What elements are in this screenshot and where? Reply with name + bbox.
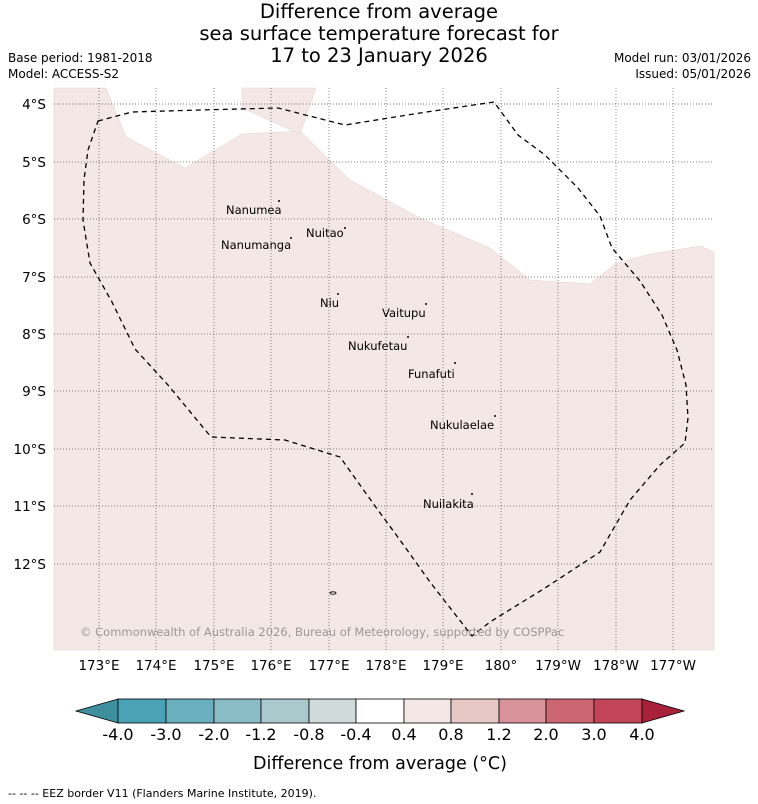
colorbar-segment: [355, 698, 405, 724]
colorbar-segment: [260, 698, 310, 724]
colorbar-tick-label: -0.8: [293, 725, 324, 744]
eez-border: [82, 101, 689, 637]
island-label-niu: Niu: [320, 296, 339, 310]
lon-label: 174°E: [135, 658, 176, 674]
island-label-funafuti: Funafuti: [408, 367, 455, 381]
colorbar-tick-label: -4.0: [102, 725, 133, 744]
colorbar: [74, 698, 686, 724]
colorbar-tick-label: 0.8: [438, 725, 463, 744]
lat-label: 9°S: [22, 384, 46, 400]
island-label-vaitupu: Vaitupu: [382, 306, 426, 320]
lat-label: 12°S: [14, 557, 47, 573]
lon-label: 177°E: [308, 658, 349, 674]
lon-label: 180°: [485, 658, 518, 674]
colorbar-tick-label: 2.0: [533, 725, 558, 744]
lat-label: 7°S: [22, 270, 46, 286]
lat-label: 8°S: [22, 327, 46, 343]
anomaly-region: [53, 87, 715, 651]
lon-label: 178°E: [365, 658, 406, 674]
base-period-label: Base period: 1981-2018: [8, 51, 153, 65]
lon-label: 175°E: [193, 658, 234, 674]
issued-label: Issued: 05/01/2026: [635, 67, 751, 81]
colorbar-segment: [593, 698, 643, 724]
lon-label: 179°E: [422, 658, 463, 674]
colorbar-segment: [308, 698, 357, 724]
colorbar-high-extend: [641, 698, 686, 724]
colorbar-tick-label: 3.0: [581, 725, 606, 744]
lon-label: 178°W: [593, 658, 639, 674]
colorbar-tick-label: 4.0: [629, 725, 654, 744]
title-line-2: sea surface temperature forecast for: [199, 22, 559, 45]
lat-label: 4°S: [22, 97, 46, 113]
island-label-nukufetau: Nukufetau: [348, 339, 407, 353]
eez-footnote: -- -- -- EEZ border V11 (Flanders Marine…: [8, 787, 316, 800]
colorbar-segment: [403, 698, 452, 724]
colorbar-segment: [498, 698, 547, 724]
lon-label: 179°W: [535, 658, 581, 674]
lat-label: 6°S: [22, 212, 46, 228]
lon-label: 177°W: [650, 658, 696, 674]
colorbar-tick-label: -3.0: [150, 725, 181, 744]
lat-label: 10°S: [14, 442, 47, 458]
island-markers: [278, 200, 496, 595]
lon-label: 176°E: [250, 658, 291, 674]
colorbar-tick-label: -0.4: [340, 725, 371, 744]
colorbar-segment: [117, 698, 167, 724]
colorbar-title: Difference from average (°C): [253, 754, 507, 774]
island-label-nukulaelae: Nukulaelae: [430, 418, 494, 432]
colorbar-tick-label: -1.2: [245, 725, 276, 744]
model-run-label: Model run: 03/01/2026: [613, 51, 751, 65]
lat-label: 5°S: [22, 155, 46, 171]
colorbar-tick-label: 0.4: [391, 725, 416, 744]
colorbar-segment: [213, 698, 262, 724]
model-label: Model: ACCESS-S2: [8, 67, 120, 81]
colorbar-tick-label: -2.0: [198, 725, 229, 744]
island-label-nanumanga: Nanumanga: [221, 238, 291, 252]
lon-label: 173°E: [78, 658, 119, 674]
island-label-nuilakita: Nuilakita: [423, 497, 474, 511]
title-line-1: Difference from average: [259, 0, 499, 23]
island-label-nuitao: Nuitao: [306, 226, 344, 240]
gridlines: [54, 88, 714, 650]
colorbar-low-extend: [74, 698, 119, 724]
colorbar-segment: [545, 698, 595, 724]
anomaly-region-top: [241, 87, 317, 135]
copyright-text: © Commonwealth of Australia 2026, Bureau…: [80, 625, 564, 639]
colorbar-segment: [165, 698, 215, 724]
colorbar-segment: [450, 698, 500, 724]
title-line-3: 17 to 23 January 2026: [270, 44, 488, 67]
island-label-nanumea: Nanumea: [226, 203, 282, 217]
colorbar-tick-label: 1.2: [486, 725, 511, 744]
lat-label: 11°S: [14, 499, 47, 515]
